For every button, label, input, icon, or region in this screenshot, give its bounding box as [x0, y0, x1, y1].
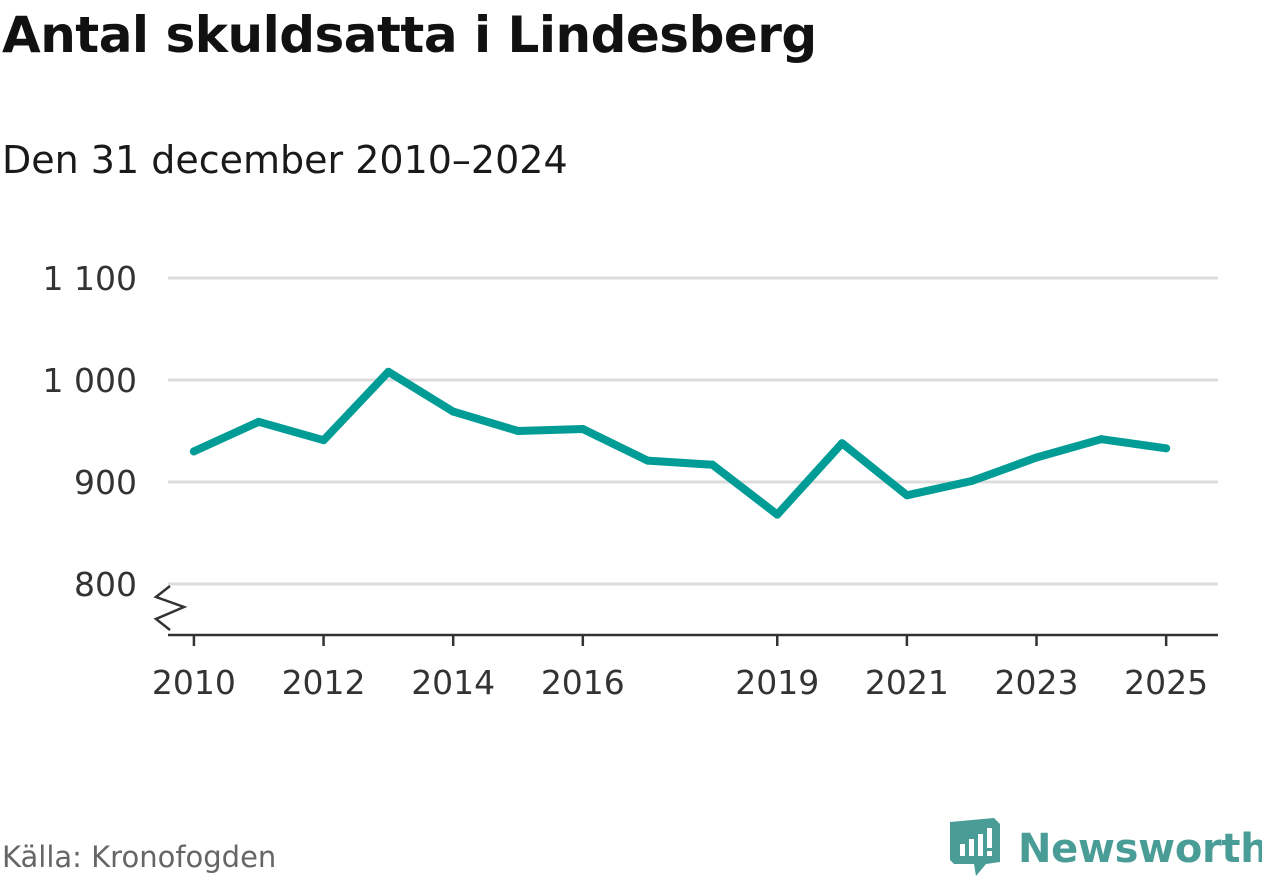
- x-tick-label-2014: 2014: [411, 663, 495, 702]
- y-axis-labels: 800 900 1 000 1 100: [43, 259, 137, 604]
- y-tick-label-900: 900: [74, 463, 137, 502]
- data-point-2022: [967, 476, 976, 485]
- brand-logo-group: Newsworthy: [950, 818, 1262, 880]
- data-point-2015: [514, 427, 522, 435]
- x-tick-label-2016: 2016: [541, 663, 625, 702]
- data-point-2020: [838, 439, 847, 448]
- x-tick-label-2019: 2019: [735, 663, 819, 702]
- x-tick-label-2012: 2012: [282, 663, 366, 702]
- x-tick-label-2021: 2021: [865, 663, 949, 702]
- data-point-2010: [189, 447, 198, 456]
- series-line-0: [189, 367, 1171, 519]
- y-tick-label-1000: 1 000: [43, 361, 137, 400]
- data-point-2013: [384, 367, 393, 376]
- data-point-2019: [773, 510, 782, 519]
- newsworthy-logo-icon: [950, 818, 1000, 876]
- chart-title: Antal skuldsatta i Lindesberg: [2, 6, 817, 64]
- data-point-2014: [449, 407, 458, 416]
- data-point-2018: [708, 460, 717, 469]
- data-point-2021: [902, 491, 911, 500]
- data-point-2024: [1097, 435, 1106, 444]
- data-point-2025: [1162, 444, 1171, 453]
- x-tick-label-2023: 2023: [995, 663, 1079, 702]
- chart-subtitle: Den 31 december 2010–2024: [2, 138, 568, 182]
- x-tick-label-2025: 2025: [1124, 663, 1208, 702]
- data-point-2016: [578, 424, 587, 433]
- data-point-2023: [1032, 453, 1041, 462]
- data-point-2011: [254, 417, 263, 426]
- x-axis: [153, 585, 1218, 646]
- x-axis-labels: 2010 2012 2014 2016 2019 2021 2023 2025: [152, 663, 1208, 702]
- brand-name: Newsworthy: [1018, 826, 1262, 872]
- gridlines: [168, 276, 1218, 586]
- data-point-2017: [643, 456, 652, 465]
- y-tick-label-1100: 1 100: [43, 259, 137, 298]
- x-tick-label-2010: 2010: [152, 663, 236, 702]
- y-tick-label-800: 800: [74, 565, 137, 604]
- series: [189, 367, 1171, 519]
- source-note: Källa: Kronofogden: [2, 840, 277, 874]
- axis-break-icon: [153, 585, 188, 631]
- data-point-2012: [319, 436, 328, 445]
